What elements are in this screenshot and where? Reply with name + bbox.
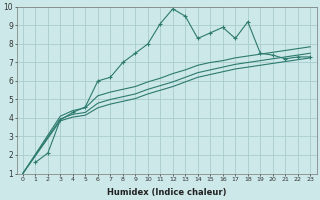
X-axis label: Humidex (Indice chaleur): Humidex (Indice chaleur) bbox=[107, 188, 226, 197]
